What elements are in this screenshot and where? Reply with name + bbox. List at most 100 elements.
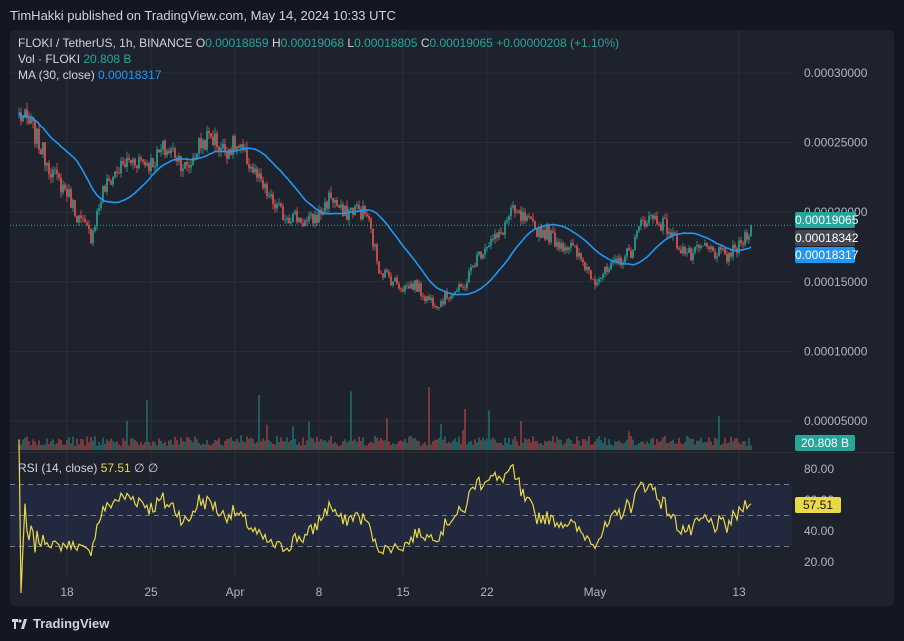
symbol-legend[interactable]: FLOKI / TetherUS, 1h, BINANCE O0.0001885… (18, 35, 619, 51)
volume-bar (524, 438, 526, 450)
candle-body (456, 290, 458, 292)
volume-bar (104, 443, 106, 450)
volume-bar (708, 437, 710, 450)
volume-bar (564, 443, 566, 450)
volume-bar (214, 439, 216, 450)
volume-bar (406, 442, 408, 450)
mid-badge: 0.00018342 (795, 230, 859, 246)
candle-body (586, 266, 588, 271)
candle-body (172, 148, 174, 150)
candle-body (600, 278, 602, 280)
volume-bar (114, 442, 116, 450)
candle-body (688, 248, 690, 253)
time-tick-label: 18 (60, 585, 74, 599)
candle-body (738, 240, 740, 253)
candle-body (232, 135, 234, 155)
volume-bar (506, 442, 508, 450)
rsi-legend[interactable]: RSI (14, close) 57.51 ∅ ∅ (18, 460, 158, 476)
candle-body (694, 246, 696, 253)
volume-bar (562, 445, 564, 450)
volume-bar (196, 439, 198, 450)
volume-bar (96, 445, 98, 450)
candle-body (340, 204, 342, 208)
candle-body (568, 247, 570, 250)
volume-bar (424, 442, 426, 450)
tradingview-footer[interactable]: TradingView (12, 616, 109, 631)
candle-body (250, 166, 252, 169)
candle-body (24, 109, 26, 118)
volume-bar (86, 436, 88, 450)
candle-body (748, 236, 750, 240)
candle-body (168, 150, 170, 154)
candle-body (502, 232, 504, 235)
candle-body (720, 246, 722, 250)
ma-legend[interactable]: MA (30, close) 0.00018317 (18, 67, 161, 83)
volume-bar (296, 444, 298, 450)
volume-bar (666, 443, 668, 450)
volume-bar (304, 444, 306, 450)
candle-body (590, 270, 592, 279)
volume-bar (270, 441, 272, 450)
candle-body (48, 162, 50, 175)
candle-body (708, 246, 710, 250)
volume-bar (644, 443, 646, 450)
volume-bar (576, 436, 578, 450)
volume-bar (362, 437, 364, 450)
volume-bar (574, 443, 576, 450)
volume-bar (158, 438, 160, 450)
candle-body (100, 202, 102, 209)
high-label: H (271, 36, 281, 50)
volume-bar (482, 437, 484, 450)
candle-body (166, 150, 168, 156)
volume-bar (192, 442, 194, 450)
candle-body (430, 297, 432, 300)
volume-bar (658, 442, 660, 450)
volume-bar (244, 442, 246, 450)
symbol-name[interactable]: FLOKI / TetherUS, 1h, BINANCE (18, 36, 193, 50)
candle-body (704, 243, 706, 246)
candle-body (644, 220, 646, 227)
candle-body (158, 149, 160, 153)
candle-body (376, 244, 378, 262)
candle-body (44, 142, 46, 166)
candle-body (570, 242, 572, 248)
volume-bar (68, 437, 70, 450)
candle-body (92, 230, 94, 243)
volume-bar (554, 442, 556, 450)
candle-body (474, 265, 476, 267)
candle-body (170, 148, 172, 154)
volume-bar (380, 438, 382, 450)
candle-body (692, 252, 694, 261)
volume-legend[interactable]: Vol · FLOKI 20.808 B (18, 51, 131, 67)
volume-bar (136, 441, 138, 450)
candle-body (510, 207, 512, 216)
volume-bar (676, 443, 678, 450)
volume-bar (442, 439, 444, 450)
volume-bar (612, 445, 614, 450)
volume-bar (172, 444, 174, 450)
volume-bar (62, 444, 64, 450)
volume-bar (642, 441, 644, 450)
candle-body (422, 295, 424, 297)
rsi-line (18, 439, 752, 594)
candle-body (584, 262, 586, 271)
candle-body (614, 258, 616, 261)
volume-bar (188, 437, 190, 450)
candle-body (52, 169, 54, 178)
candle-body (132, 159, 134, 164)
candle-body (202, 140, 204, 149)
volume-bar (182, 441, 184, 450)
volume-bar (332, 443, 334, 450)
candle-body (148, 163, 150, 172)
candle-body (272, 194, 274, 205)
publish-bar: TimHakki published on TradingView.com, M… (0, 0, 904, 30)
candle-body (270, 194, 272, 197)
candle-body (344, 205, 346, 216)
candle-body (442, 301, 444, 305)
volume-bar (628, 431, 630, 450)
volume-bar (578, 440, 580, 450)
volume-bar (460, 443, 462, 450)
candle-body (348, 210, 350, 220)
volume-bar (750, 445, 752, 450)
